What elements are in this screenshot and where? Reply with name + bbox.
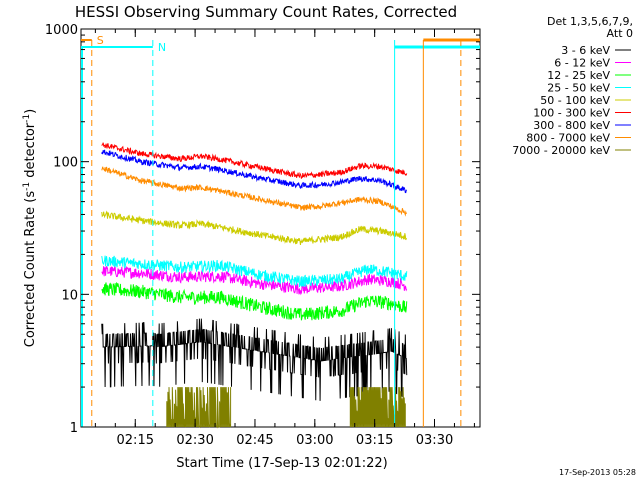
- series-50-100-kev: [101, 210, 408, 245]
- y-axis: 1 10 100 1000: [45, 23, 480, 436]
- plot-timestamp: 17-Sep-2013 05:28: [559, 468, 636, 477]
- y-tick-label: 10: [61, 288, 78, 303]
- plot-area: SN: [80, 28, 481, 429]
- series-line: [349, 387, 406, 428]
- series-line: [101, 281, 408, 321]
- legend-label: 100 - 300 keV: [533, 107, 610, 120]
- series-line: [101, 210, 408, 245]
- legend-label: 800 - 7000 keV: [526, 132, 610, 145]
- x-axis: 02:15 02:30 02:45 03:00 03:15 03:30: [94, 29, 475, 448]
- legend-label: 25 - 50 keV: [547, 82, 610, 95]
- legend-label: 50 - 100 keV: [540, 94, 610, 107]
- series-line: [101, 264, 408, 296]
- x-tick-label: 03:15: [356, 433, 393, 448]
- x-tick-label: 02:30: [176, 433, 213, 448]
- legend-header-line-1: Det 1,3,5,6,7,9,: [547, 15, 633, 28]
- y-tick-label: 1: [70, 421, 78, 436]
- series-7000-20000-kev: [166, 387, 406, 429]
- x-tick-label: 02:45: [236, 433, 273, 448]
- y-tick-label: 100: [53, 156, 78, 171]
- series-800-7000-kev: [101, 166, 407, 217]
- series-6-12-kev: [101, 264, 408, 296]
- series-line: [166, 387, 232, 429]
- series-line: [101, 166, 407, 217]
- y-axis-label: Corrected Count Rate (s-1 detector-1): [22, 109, 38, 347]
- legend-label: 6 - 12 keV: [554, 57, 610, 70]
- series-layer: [101, 142, 408, 429]
- legend-label: 7000 - 20000 keV: [512, 144, 610, 157]
- y-tick-label: 1000: [45, 23, 78, 38]
- x-tick-label: 02:15: [117, 433, 154, 448]
- legend-label: 3 - 6 keV: [561, 44, 610, 57]
- legend-label: 300 - 800 keV: [533, 119, 610, 132]
- flag-s-label: S: [97, 34, 104, 47]
- chart-title: HESSI Observing Summary Count Rates, Cor…: [75, 3, 457, 21]
- x-axis-label: Start Time (17-Sep-13 02:01:22): [176, 456, 387, 471]
- series-12-25-kev: [101, 281, 408, 321]
- legend-header-line-2: Att 0: [607, 27, 633, 40]
- legend-label: 12 - 25 keV: [547, 69, 610, 82]
- x-tick-label: 03:00: [296, 433, 333, 448]
- flag-n-label: N: [158, 41, 166, 54]
- x-tick-label: 03:30: [416, 433, 453, 448]
